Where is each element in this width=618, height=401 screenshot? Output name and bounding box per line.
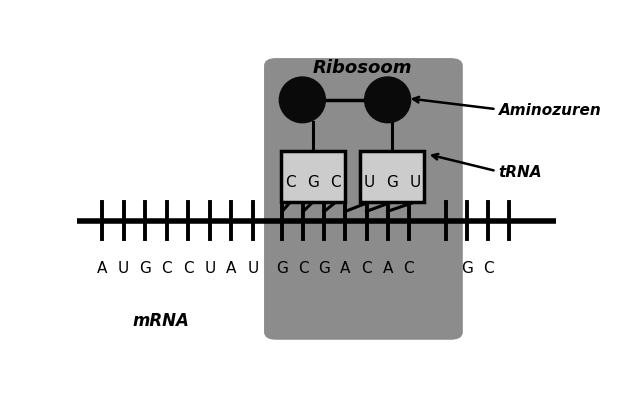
Text: G: G <box>318 260 331 275</box>
Text: G: G <box>386 175 398 190</box>
Text: U: U <box>247 260 259 275</box>
Bar <box>360 152 425 203</box>
Text: C: C <box>285 175 295 190</box>
Text: C: C <box>362 260 372 275</box>
Text: C: C <box>161 260 172 275</box>
Text: G: G <box>139 260 151 275</box>
Text: C: C <box>404 260 414 275</box>
Text: A: A <box>383 260 393 275</box>
Bar <box>281 152 345 203</box>
Text: A: A <box>97 260 108 275</box>
Text: C: C <box>298 260 308 275</box>
Text: G: G <box>276 260 288 275</box>
Text: G: G <box>461 260 473 275</box>
Text: U: U <box>205 260 216 275</box>
Ellipse shape <box>279 78 325 124</box>
Text: tRNA: tRNA <box>499 164 542 179</box>
Text: mRNA: mRNA <box>133 311 190 329</box>
Text: C: C <box>183 260 193 275</box>
Text: A: A <box>226 260 237 275</box>
Ellipse shape <box>365 78 410 124</box>
FancyBboxPatch shape <box>264 59 463 340</box>
Text: A: A <box>341 260 350 275</box>
Text: C: C <box>483 260 494 275</box>
Text: U: U <box>118 260 129 275</box>
Text: Ribosoom: Ribosoom <box>313 59 412 77</box>
Text: C: C <box>331 175 341 190</box>
Text: U: U <box>409 175 420 190</box>
Text: Aminozuren: Aminozuren <box>499 102 601 117</box>
Text: G: G <box>307 175 319 190</box>
Text: U: U <box>364 175 375 190</box>
